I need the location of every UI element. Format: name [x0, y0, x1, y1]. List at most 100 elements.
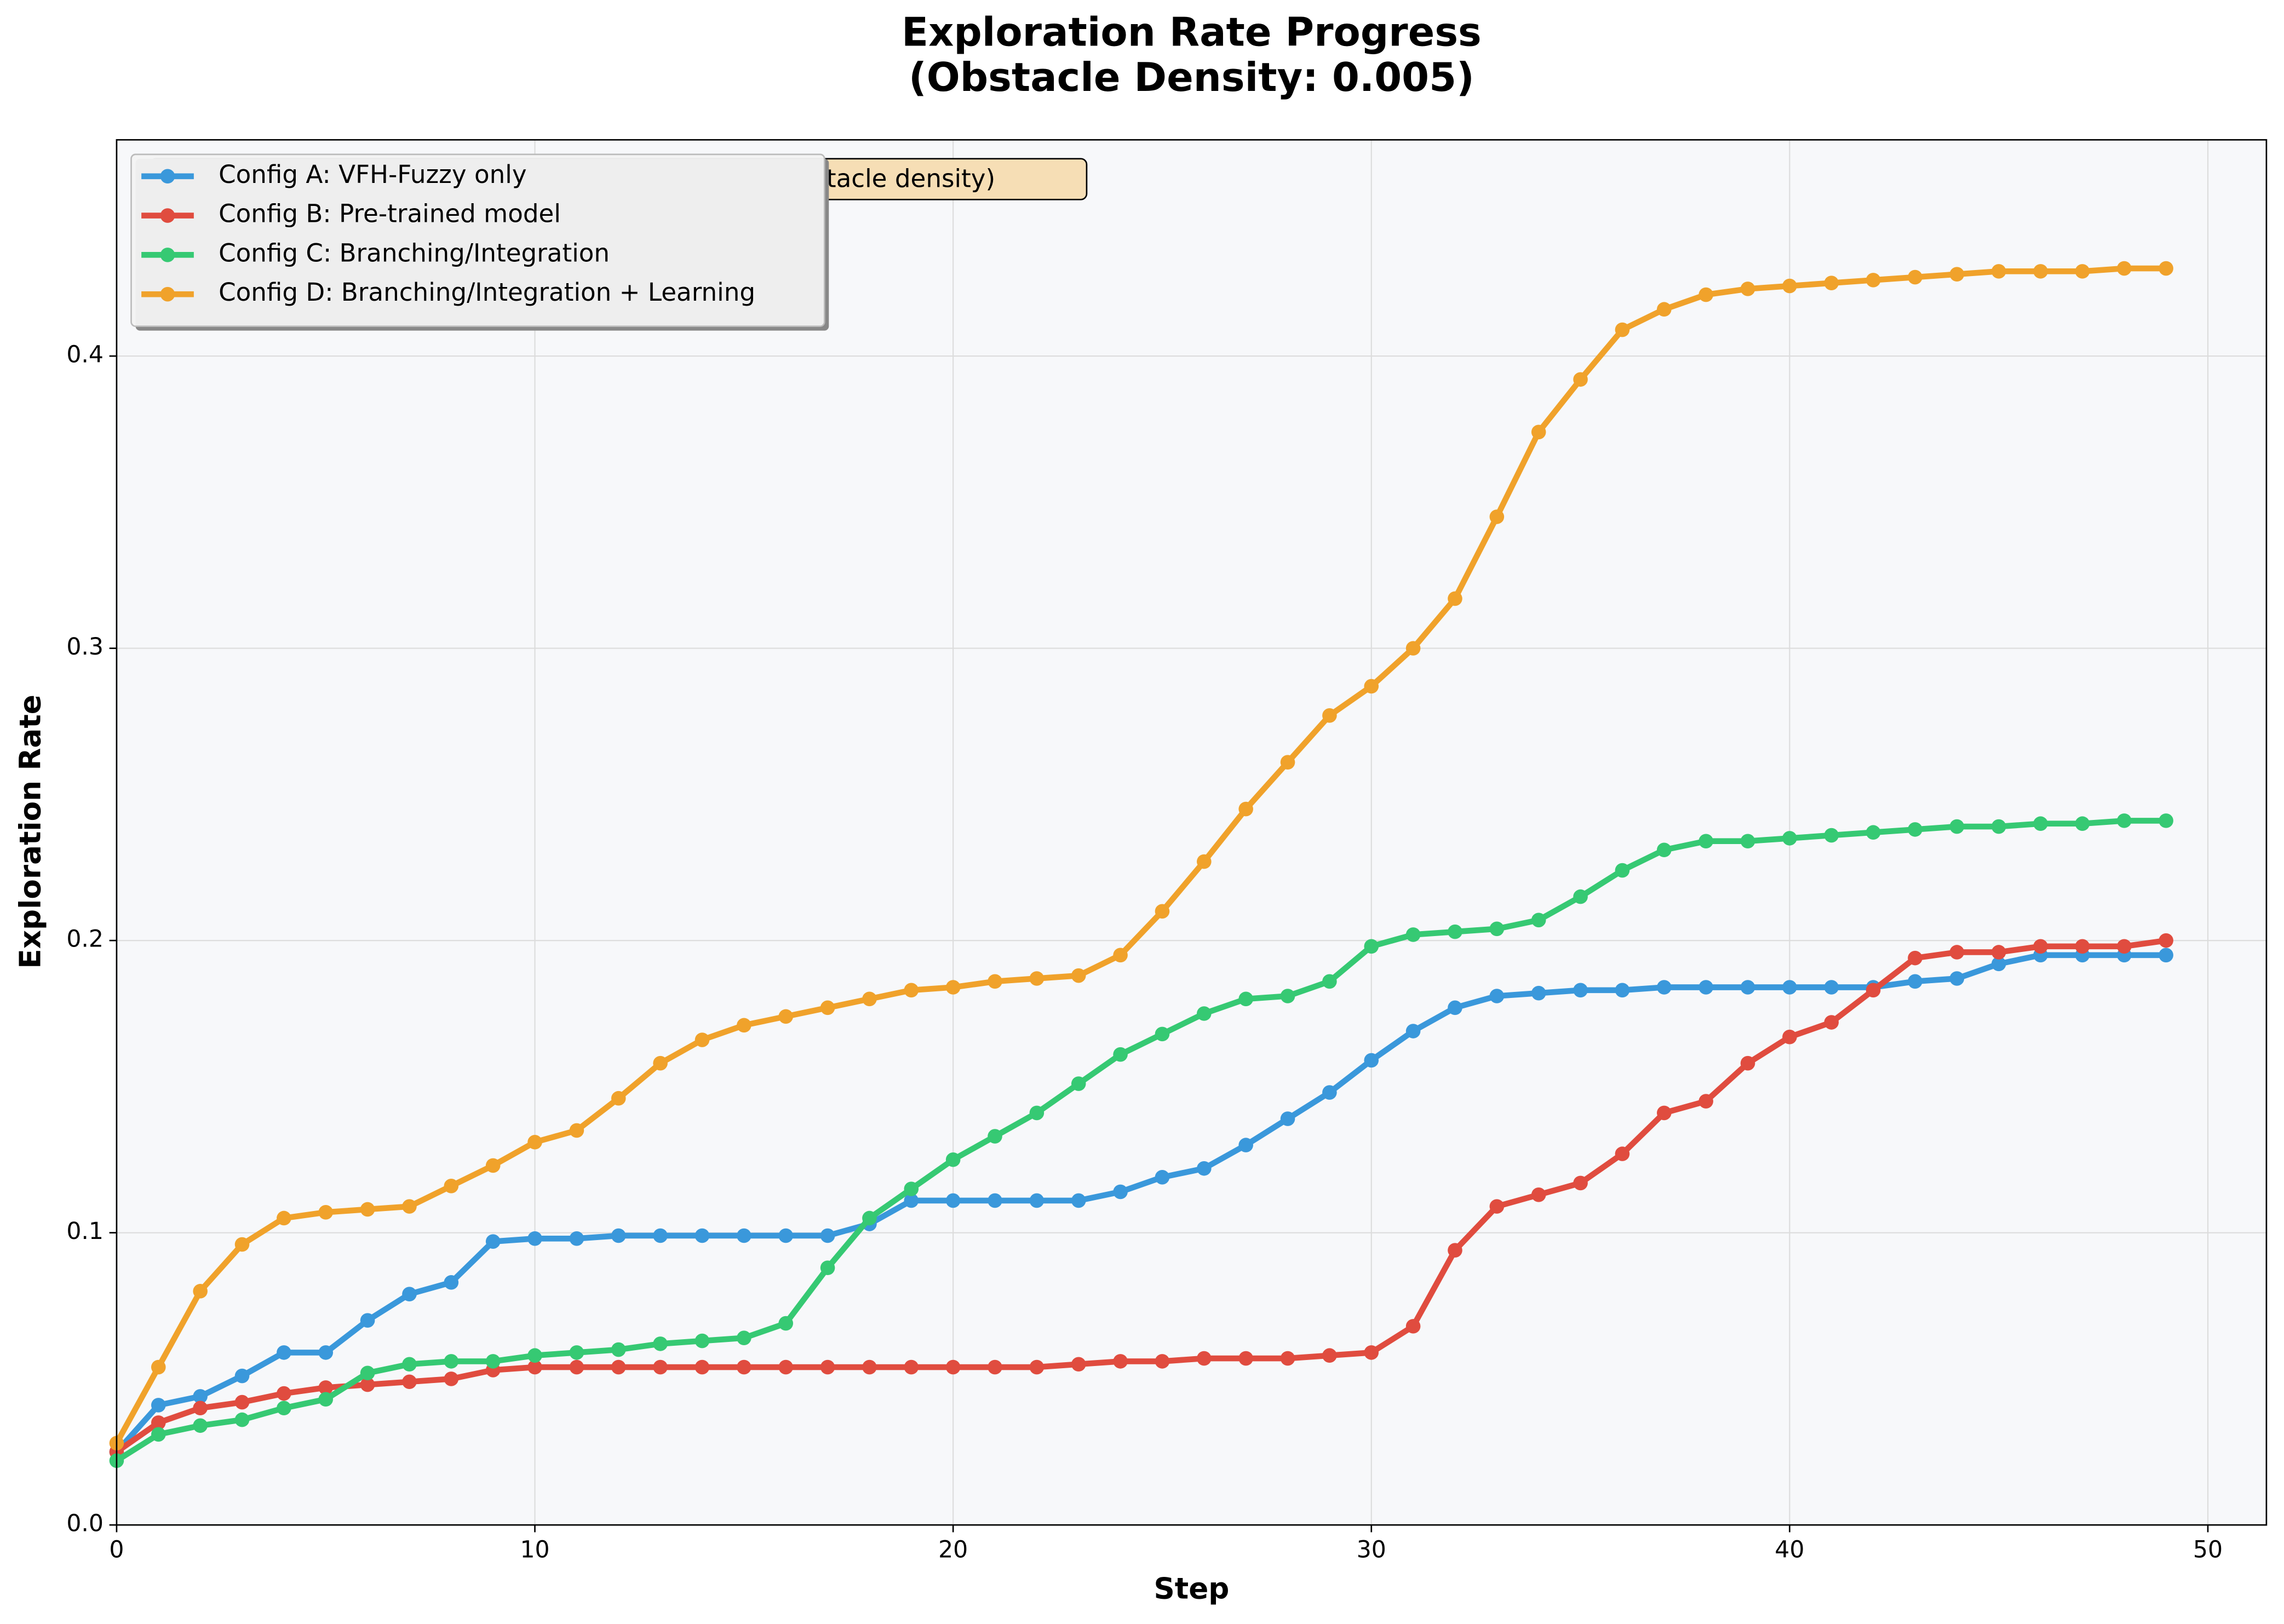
data-point [1238, 801, 1253, 817]
data-point [988, 974, 1002, 989]
data-point [318, 1392, 334, 1407]
data-point [1866, 273, 1881, 288]
legend-box [130, 153, 825, 327]
data-point [151, 1359, 166, 1375]
data-point [945, 1152, 961, 1167]
data-point [1364, 939, 1379, 954]
data-point [1071, 1357, 1086, 1372]
data-point [1280, 1111, 1295, 1126]
y-tick-label: 0.0 [66, 1511, 104, 1537]
x-tick-label: 30 [1357, 1537, 1386, 1564]
data-point [151, 1415, 166, 1430]
data-point [778, 1359, 794, 1375]
data-point [862, 1210, 877, 1226]
x-tick-label: 50 [2193, 1537, 2223, 1564]
data-point [1531, 1187, 1546, 1202]
y-tick-label: 0.1 [66, 1218, 104, 1245]
data-point [1489, 509, 1505, 524]
data-point [402, 1287, 417, 1301]
data-point [1155, 904, 1170, 919]
data-point [1280, 989, 1295, 1003]
data-point [1405, 1319, 1421, 1334]
grid [116, 140, 2266, 1526]
x-axis-label: Step [1154, 1571, 1229, 1605]
data-point [1615, 983, 1630, 998]
data-point [1949, 267, 1965, 282]
data-point [569, 1123, 584, 1138]
data-point [1322, 1348, 1337, 1363]
data-point [1280, 755, 1295, 770]
data-point [820, 1359, 835, 1375]
y-tick-label: 0.3 [66, 634, 104, 661]
y-tick-label: 0.2 [66, 926, 104, 953]
data-point [1322, 1085, 1337, 1100]
data-point [1280, 1351, 1295, 1366]
data-point [1155, 1169, 1170, 1185]
data-point [945, 980, 961, 995]
data-point [193, 1418, 208, 1433]
plot-frame [116, 139, 2268, 1526]
data-point [1405, 1024, 1421, 1038]
data-point [1656, 842, 1672, 858]
x-tick-label: 20 [938, 1537, 968, 1564]
data-point [1113, 948, 1128, 963]
data-point [1322, 708, 1337, 723]
data-point [1949, 945, 1965, 960]
data-point [402, 1374, 417, 1390]
data-point [1448, 1243, 1462, 1258]
data-point [402, 1199, 417, 1214]
data-point [318, 1205, 334, 1220]
data-point [820, 1228, 835, 1243]
data-point [1615, 863, 1630, 878]
data-point [1155, 1354, 1170, 1369]
data-point [360, 1365, 375, 1381]
data-point [820, 1000, 835, 1015]
data-point [444, 1275, 459, 1290]
legend-marker [160, 169, 175, 184]
data-point [2075, 939, 2090, 954]
data-point [1782, 278, 1797, 294]
data-point [1448, 924, 1462, 939]
data-point [1364, 1053, 1379, 1068]
legend-label: Config B: Pre-trained model [219, 199, 561, 228]
data-point [1740, 834, 1755, 849]
data-point [1238, 1351, 1253, 1366]
data-point [778, 1228, 794, 1243]
data-point [1824, 828, 1839, 843]
data-point [1531, 985, 1546, 1001]
data-point [2075, 816, 2090, 831]
data-point [527, 1134, 542, 1150]
data-point [945, 1359, 961, 1375]
legend: Config A: VFH-Fuzzy only Config B: Pre-tr… [130, 153, 829, 331]
data-point [444, 1371, 459, 1386]
data-point [611, 1342, 626, 1357]
y-axis-label: Exploration Rate [13, 695, 47, 968]
data-point [234, 1395, 250, 1410]
x-tick-label: 40 [1775, 1537, 1804, 1564]
data-point [2116, 813, 2132, 828]
data-point [1029, 1193, 1045, 1208]
data-point [695, 1333, 710, 1348]
legend-label: Config D: Branching/Integration + Learni… [219, 278, 755, 307]
x-tick-label: 10 [520, 1537, 549, 1564]
data-point [1489, 921, 1505, 937]
chart-title: (Obstacle Density: 0.005) [909, 54, 1474, 100]
data-point [1782, 980, 1797, 995]
data-point [1197, 1161, 1212, 1176]
data-point [778, 1316, 794, 1331]
data-point [1656, 980, 1672, 995]
data-point [360, 1202, 375, 1217]
data-point [1573, 372, 1588, 387]
data-point [1029, 1359, 1045, 1375]
data-point [527, 1359, 542, 1375]
data-point [2033, 264, 2048, 279]
data-point [1448, 1000, 1462, 1015]
data-point [904, 1181, 919, 1196]
data-point [360, 1313, 375, 1328]
data-point [1113, 1047, 1128, 1062]
data-point [234, 1368, 250, 1384]
data-point [1824, 276, 1839, 291]
data-point [1155, 1026, 1170, 1042]
data-point [485, 1234, 501, 1249]
data-point [193, 1401, 208, 1416]
